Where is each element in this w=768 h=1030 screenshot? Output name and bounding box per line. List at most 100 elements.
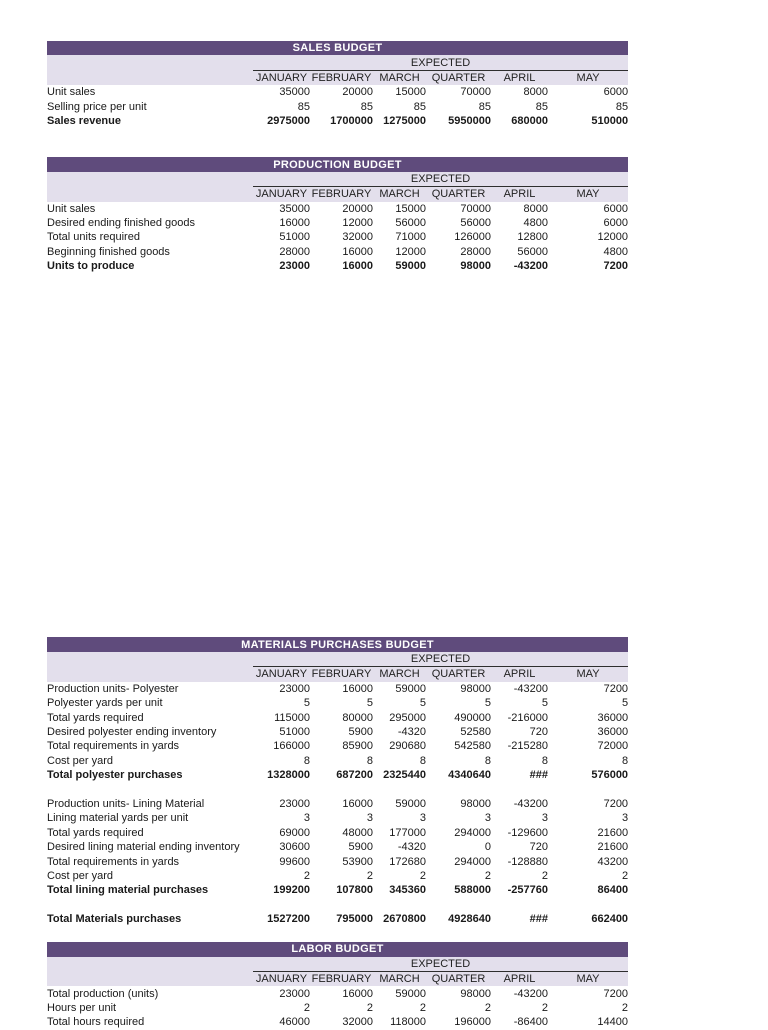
cell-value: 7200 xyxy=(603,987,629,1000)
row-label: Polyester yards per unit xyxy=(47,697,163,710)
cell-value: 59000 xyxy=(395,797,426,810)
cell-value: 107800 xyxy=(336,884,373,897)
cell-value: 98000 xyxy=(460,797,491,810)
column-header: FEBRUARY xyxy=(310,186,373,202)
table-row: Total Materials purchases 1527200 795000 26… xyxy=(47,912,628,926)
cell-value: 43200 xyxy=(597,855,629,868)
cell-value: 5 xyxy=(541,697,548,710)
column-header-row: JANUARY FEBRUARY MARCH QUARTER APRIL MAY xyxy=(47,666,629,682)
cell-value: 490000 xyxy=(454,711,491,724)
cell-value: 16000 xyxy=(342,987,373,1000)
table-row: Total requirements in yards 166000 85900 29… xyxy=(47,739,628,753)
cell-value: 59000 xyxy=(395,682,426,695)
column-header: FEBRUARY xyxy=(310,971,373,987)
cell-value: 16000 xyxy=(342,245,373,258)
cell-value: 51000 xyxy=(279,231,310,244)
column-header: QUARTER xyxy=(426,70,491,86)
cell-value: 52580 xyxy=(460,726,491,738)
cell-value: 35000 xyxy=(279,202,310,215)
cell-value: -4320 xyxy=(397,726,426,738)
cell-value: 23000 xyxy=(279,682,310,695)
row-label-spacer xyxy=(47,186,253,202)
table-row: Hours per unit 2 2 2 2 2 2 xyxy=(47,1001,628,1015)
labor-budget-title-row: LABOR BUDGET xyxy=(47,942,629,957)
column-header: JANUARY xyxy=(253,971,310,987)
cell-value: 8 xyxy=(621,754,629,767)
cell-value: 6000 xyxy=(603,202,629,215)
cell-value: 2670800 xyxy=(383,913,426,926)
column-header: APRIL xyxy=(491,666,548,682)
table-row: Unit sales 35000 20000 15000 70000 8000 6000 xyxy=(47,202,628,216)
cell-value: 35000 xyxy=(279,86,310,99)
cell-value: 32000 xyxy=(342,1016,373,1029)
cell-value: 576000 xyxy=(591,769,629,782)
row-label: Total units required xyxy=(47,231,140,244)
cell-value: 2 xyxy=(303,869,310,882)
table-title: PRODUCTION BUDGET xyxy=(47,157,629,172)
cell-value: 85 xyxy=(413,100,426,113)
spacer-cell xyxy=(47,898,628,912)
column-header-row: JANUARY FEBRUARY MARCH QUARTER APRIL MAY xyxy=(47,186,629,202)
expected-header: EXPECTED xyxy=(253,55,629,71)
row-label: Total yards required xyxy=(47,711,144,724)
column-header: QUARTER xyxy=(426,186,491,202)
cell-value: 294000 xyxy=(454,826,491,839)
cell-value: 21600 xyxy=(597,841,629,854)
cell-value: 85 xyxy=(360,100,373,113)
cell-value: 2 xyxy=(541,1002,548,1015)
table-row: Production units- Lining Material 23000 16… xyxy=(47,797,628,811)
cell-value: -128880 xyxy=(507,855,548,868)
cell-value: 15000 xyxy=(395,86,426,99)
column-header: MAY xyxy=(548,70,629,86)
cell-value: 98000 xyxy=(460,987,491,1000)
cell-value: 795000 xyxy=(336,913,373,926)
row-label-spacer xyxy=(47,651,253,667)
table-row: Units to produce 23000 16000 59000 98000 -432… xyxy=(47,259,628,273)
cell-value: 588000 xyxy=(454,884,491,897)
expected-header: EXPECTED xyxy=(253,651,629,668)
cell-value: 7200 xyxy=(603,797,629,810)
row-label: Total polyester purchases xyxy=(47,769,183,782)
cell-value: 295000 xyxy=(389,711,426,724)
cell-value: 1275000 xyxy=(383,115,426,128)
cell-value: 69000 xyxy=(279,826,310,839)
cell-value: 5 xyxy=(621,697,629,710)
expected-header-row: EXPECTED xyxy=(47,171,629,188)
row-label: Desired polyester ending inventory xyxy=(47,726,217,738)
cell-value: 8 xyxy=(541,754,548,767)
cell-value: 20000 xyxy=(342,202,373,215)
sales-budget-table: SALES BUDGET EXPECTED JANUARY FEBRUARY MARCH… xyxy=(47,41,629,128)
cell-value: 5 xyxy=(366,697,373,710)
cell-value: 85 xyxy=(535,100,548,113)
cell-value: 4800 xyxy=(523,217,548,230)
cell-value: 6000 xyxy=(603,86,629,99)
table-row: Total requirements in yards 99600 53900 172… xyxy=(47,854,628,868)
table-row: Total yards required 69000 48000 177000 2940… xyxy=(47,826,628,840)
table-row: Cost per yard 8 8 8 8 8 8 xyxy=(47,754,628,768)
row-label-spacer xyxy=(47,666,253,682)
cell-value: -86400 xyxy=(513,1016,548,1029)
column-header-row: JANUARY FEBRUARY MARCH QUARTER APRIL MAY xyxy=(47,70,629,86)
cell-value: 56000 xyxy=(517,245,548,258)
cell-value: 2 xyxy=(621,1002,629,1015)
spacer-row xyxy=(47,898,628,912)
cell-value: 7200 xyxy=(603,260,629,273)
expected-header: EXPECTED xyxy=(253,171,629,188)
cell-value: 2 xyxy=(541,869,548,882)
cell-value: 23000 xyxy=(279,987,310,1000)
cell-value: 118000 xyxy=(390,1016,426,1029)
cell-value: -43200 xyxy=(513,987,548,1000)
row-label-spacer xyxy=(47,70,253,86)
column-header: MAY xyxy=(548,186,629,202)
cell-value: 662400 xyxy=(591,913,629,926)
table-row: Selling price per unit 85 85 85 85 85 85 xyxy=(47,100,628,114)
cell-value: 345360 xyxy=(389,884,426,897)
cell-value: -43200 xyxy=(513,682,548,695)
cell-value: 56000 xyxy=(395,217,426,230)
cell-value: 12000 xyxy=(342,217,373,230)
cell-value: 5 xyxy=(484,697,491,710)
cell-value: 32000 xyxy=(342,231,373,244)
cell-value: 3 xyxy=(541,812,548,825)
cell-value: -257760 xyxy=(507,884,548,897)
cell-value: 5950000 xyxy=(448,115,491,128)
